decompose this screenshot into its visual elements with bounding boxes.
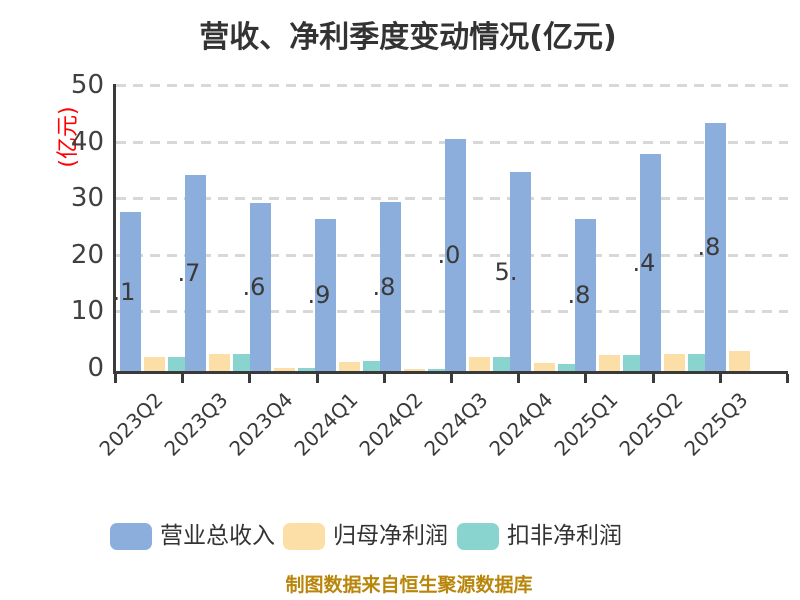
x-tick-mark [315,374,319,383]
x-tick-mark [786,374,789,383]
legend-label: 营业总收入 [160,523,275,549]
bar-营业总收入-2024Q4 [510,172,531,371]
bar-归母净利润-2024Q4 [534,363,555,371]
bar-value-label: .4 [632,248,656,277]
bar-扣非净利润-2025Q1 [623,355,644,371]
bar-归母净利润-2024Q1 [339,362,360,371]
x-tick-mark [114,374,117,383]
x-tick-mark [248,374,252,383]
bar-归母净利润-2025Q2 [664,354,685,371]
x-tick-mark [181,374,185,383]
bar-扣非净利润-2023Q2 [168,357,189,371]
bar-营业总收入-2024Q3 [445,139,466,371]
x-tick-label: 2023Q4 [224,387,298,461]
y-tick-label: 40 [70,126,104,157]
legend-swatch [457,523,499,550]
bar-归母净利润-2023Q4 [274,368,295,371]
y-tick-label: 10 [70,296,104,327]
bar-扣非净利润-2024Q3 [493,357,514,371]
x-tick-label: 2023Q2 [94,387,168,461]
bar-营业总收入-2023Q4 [250,203,271,371]
bar-value-label: .0 [437,241,461,269]
bar-归母净利润-2023Q2 [144,357,165,371]
x-tick-mark [450,374,453,383]
x-tick-mark [517,374,521,383]
x-tick-mark [584,374,588,383]
x-tick-mark [718,374,722,383]
bar-value-label: .8 [697,233,721,261]
bar-扣非净利润-2024Q2 [428,369,449,371]
bar-value-label: .8 [372,272,396,301]
legend-swatch [110,523,152,550]
bar-营业总收入-2024Q2 [380,202,401,371]
x-axis-line [113,371,788,374]
y-tick-label: 20 [70,239,104,270]
bar-扣非净利润-2025Q2 [688,354,709,371]
x-tick-label: 2024Q1 [289,387,363,461]
x-tick-label: 2025Q1 [549,387,623,461]
x-tick-label: 2025Q3 [679,387,753,461]
bar-归母净利润-2025Q1 [599,355,620,371]
legend-swatch [283,523,325,550]
bar-value-label: .7 [177,259,201,287]
legend-item-扣非净利润: 扣非净利润 [457,523,627,551]
bar-扣非净利润-2023Q3 [233,354,254,371]
bar-归母净利润-2025Q3 [729,351,750,371]
legend-label: 归母净利润 [333,523,448,549]
x-tick-mark [651,374,655,383]
bar-归母净利润-2024Q3 [469,357,490,371]
legend-item-营业总收入: 营业总收入 [110,523,280,551]
x-tick-label: 2024Q2 [354,387,428,461]
bar-value-label: .9 [307,281,331,309]
chart-title: 营收、净利季度变动情况(亿元) [199,20,617,55]
bar-营业总收入-2025Q1 [575,219,596,371]
x-tick-label: 2023Q3 [159,387,233,461]
x-tick-label: 2025Q2 [614,387,688,461]
data-source-note: 制图数据来自恒生聚源数据库 [285,574,533,596]
gridline [116,84,788,87]
x-tick-mark [382,374,386,383]
bar-value-label: .6 [242,273,266,301]
bar-营业总收入-2024Q1 [315,219,336,371]
legend-label: 扣非净利润 [507,523,622,549]
bar-营业总收入-2025Q2 [640,154,661,371]
bar-扣非净利润-2024Q1 [363,361,384,371]
bar-value-label: 5. [494,257,518,286]
y-tick-label: 30 [70,183,104,214]
legend-item-归母净利润: 归母净利润 [283,523,453,551]
bar-扣非净利润-2024Q4 [558,364,579,371]
x-tick-label: 2024Q3 [419,387,493,461]
bar-营业总收入-2023Q3 [185,175,206,371]
bar-归母净利润-2023Q3 [209,354,230,371]
bar-value-label: .8 [567,281,591,309]
bar-扣非净利润-2023Q4 [298,368,319,371]
y-tick-label: 0 [87,353,104,383]
bar-营业总收入-2025Q3 [705,123,726,371]
bar-营业总收入-2023Q2 [120,212,141,371]
y-axis-line [113,84,116,374]
bar-value-label: .1 [112,277,136,306]
bar-归母净利润-2024Q2 [404,369,425,371]
x-tick-label: 2024Q4 [484,387,558,461]
y-tick-label: 50 [70,70,104,100]
